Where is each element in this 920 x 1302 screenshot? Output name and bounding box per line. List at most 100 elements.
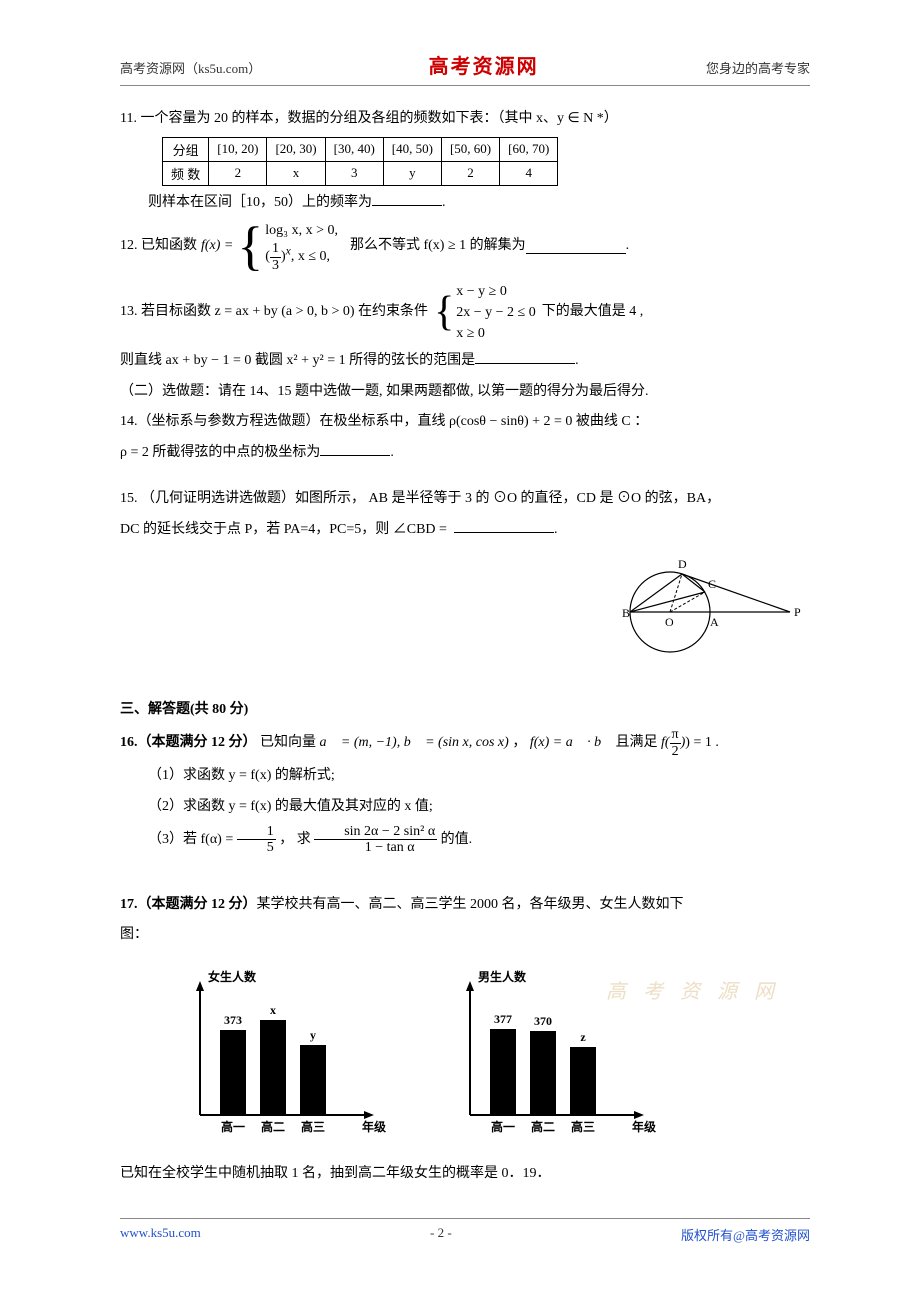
th: [40, 50)	[383, 137, 441, 161]
q13-line1: 13. 若目标函数 z = ax + by (a > 0, b > 0) 在约束…	[120, 281, 810, 344]
th: [20, 30)	[267, 137, 325, 161]
cell: x	[267, 161, 325, 185]
text: 13. 若目标函数 z = ax + by (a > 0, b > 0) 在约束…	[120, 299, 428, 326]
blank	[320, 441, 390, 456]
case2: (13)x, x ≤ 0,	[265, 241, 338, 273]
q14-line1: 14.（坐标系与参数方程选做题）在极坐标系中，直线 ρ(cosθ − sinθ)…	[120, 409, 810, 436]
chart-right: 男生人数年级 377 高一 370 高二 z 高三	[430, 965, 660, 1145]
header-logo: 高考资源网	[429, 50, 539, 79]
text: 那么不等式 f(x) ≥ 1 的解集为	[350, 233, 526, 260]
svg-text:高一: 高一	[221, 1119, 245, 1134]
q17-tail: 已知在全校学生中随机抽取 1 名，抽到高二年级女生的概率是 0．19．	[120, 1161, 810, 1188]
svg-text:y: y	[310, 1028, 316, 1042]
th: [50, 60)	[441, 137, 499, 161]
footer-right: 版权所有@高考资源网	[681, 1225, 810, 1244]
lbl-B: B	[622, 606, 630, 620]
q11-lead: 11. 一个容量为 20 的样本，数据的分组及各组的频数如下表：（其中 x、y …	[120, 106, 810, 133]
page-header: 高考资源网（ks5u.com） 高考资源网 您身边的高考专家	[120, 50, 810, 86]
svg-text:z: z	[580, 1030, 586, 1044]
den: 2	[670, 744, 681, 759]
c2: 2x − y − 2 ≤ 0	[456, 302, 535, 323]
row-label: 频 数	[163, 161, 209, 185]
dot: .	[626, 233, 630, 260]
dot: .	[554, 522, 558, 537]
num: 1	[270, 241, 281, 257]
fx: f(x) =	[201, 233, 233, 260]
q15-line2: DC 的延长线交于点 P，若 PA=4，PC=5，则 ∠CBD = .	[120, 517, 810, 544]
q16-lead: 16.（本题满分 12 分） 已知向量 a⃗ = (m, −1), b⃗ = (…	[120, 727, 810, 759]
q17-lead: 17.（本题满分 12 分）某学校共有高一、高二、高三学生 2000 名，各年级…	[120, 892, 810, 919]
q16-p1: （1）求函数 y = f(x) 的解析式;	[120, 763, 810, 790]
footer-left: www.ks5u.com	[120, 1225, 201, 1244]
text: （3）若 f(α) =	[148, 832, 237, 847]
footer-center: - 2 -	[201, 1225, 681, 1244]
q14-line2: ρ = 2 所截得弦的中点的极坐标为.	[120, 440, 810, 467]
q11-table: 分组 [10, 20) [20, 30) [30, 40) [40, 50) […	[162, 137, 558, 186]
svg-text:高三: 高三	[301, 1119, 325, 1134]
text: 则样本在区间［10，50）上的频率为	[148, 195, 372, 210]
header-right: 您身边的高考专家	[706, 58, 810, 77]
text: ρ = 2 所截得弦的中点的极坐标为	[120, 445, 320, 460]
constraints: { x − y ≥ 0 2x − y − 2 ≤ 0 x ≥ 0	[434, 281, 536, 344]
svg-text:年级: 年级	[362, 1119, 386, 1134]
text: ， 求	[279, 832, 314, 847]
svg-text:高一: 高一	[491, 1119, 515, 1134]
svg-text:高三: 高三	[571, 1119, 595, 1134]
cell: 2	[209, 161, 267, 185]
den: 5	[237, 840, 276, 855]
dot: .	[390, 445, 394, 460]
svg-text:373: 373	[224, 1013, 242, 1027]
table-row: 频 数 2 x 3 y 2 4	[163, 161, 558, 185]
optional-header: （二）选做题：请在 14、15 题中选做一题, 如果两题都做, 以第一题的得分为…	[120, 379, 810, 406]
th: [30, 40)	[325, 137, 383, 161]
header-left: 高考资源网（ks5u.com）	[120, 58, 261, 77]
q16-p2: （2）求函数 y = f(x) 的最大值及其对应的 x 值;	[120, 794, 810, 821]
text: 则直线 ax + by − 1 = 0 截圆 x² + y² = 1 所得的弦长…	[120, 353, 475, 368]
text: 的值.	[441, 832, 473, 847]
c3: x ≥ 0	[456, 323, 535, 344]
svg-text:年级: 年级	[632, 1119, 656, 1134]
case1: log₃ x, x > 0,	[265, 220, 338, 241]
q13-line2: 则直线 ax + by − 1 = 0 截圆 x² + y² = 1 所得的弦长…	[120, 348, 810, 375]
th: [60, 70)	[500, 137, 558, 161]
num: sin 2α − 2 sin² α	[314, 824, 437, 840]
q11-tail: 则样本在区间［10，50）上的频率为.	[120, 190, 810, 217]
piecewise: { log₃ x, x > 0, (13)x, x ≤ 0,	[237, 220, 338, 273]
section-3-header: 三、解答题(共 80 分)	[120, 697, 810, 724]
cell: 2	[441, 161, 499, 185]
chart-left: 女生人数年级373高一x高二y高三	[160, 965, 390, 1145]
cell: 3	[325, 161, 383, 185]
page-footer: www.ks5u.com - 2 - 版权所有@高考资源网	[120, 1218, 810, 1244]
svg-text:女生人数: 女生人数	[208, 969, 257, 984]
table-row: 分组 [10, 20) [20, 30) [30, 40) [40, 50) […	[163, 137, 558, 161]
q17-lead2: 图：	[120, 922, 810, 949]
den: 1 − tan α	[314, 840, 437, 855]
cell: 4	[500, 161, 558, 185]
circle-figure: B O A P C D	[610, 552, 810, 667]
c1: x − y ≥ 0	[456, 281, 535, 302]
svg-text:377: 377	[494, 1012, 512, 1026]
lbl-C: C	[708, 577, 716, 591]
q15-line1: 15. （几何证明选讲选做题）如图所示， AB 是半径等于 3 的 ⊙O 的直径…	[120, 486, 810, 513]
th: [10, 20)	[209, 137, 267, 161]
num: 1	[237, 824, 276, 840]
blank	[475, 349, 575, 364]
q16-p3: （3）若 f(α) = 15 ， 求 sin 2α − 2 sin² α1 − …	[120, 824, 810, 856]
svg-text:男生人数: 男生人数	[478, 969, 527, 984]
svg-text:高二: 高二	[531, 1119, 555, 1134]
text: DC 的延长线交于点 P，若 PA=4，PC=5，则 ∠CBD =	[120, 522, 450, 537]
text: 12. 已知函数	[120, 233, 197, 260]
dot: .	[442, 195, 446, 210]
q12: 12. 已知函数 f(x) = { log₃ x, x > 0, (13)x, …	[120, 220, 810, 273]
th: 分组	[163, 137, 209, 161]
page: 高考资源网（ks5u.com） 高考资源网 您身边的高考专家 11. 一个容量为…	[0, 0, 920, 1274]
lbl-O: O	[665, 615, 674, 629]
lbl-D: D	[678, 557, 687, 571]
svg-text:高二: 高二	[261, 1119, 285, 1134]
num: π	[670, 727, 681, 743]
text: 下的最大值是 4 ,	[542, 299, 644, 326]
lbl-A: A	[710, 615, 719, 629]
svg-text:370: 370	[534, 1014, 552, 1028]
blank	[454, 518, 554, 533]
den: 3	[270, 258, 281, 273]
